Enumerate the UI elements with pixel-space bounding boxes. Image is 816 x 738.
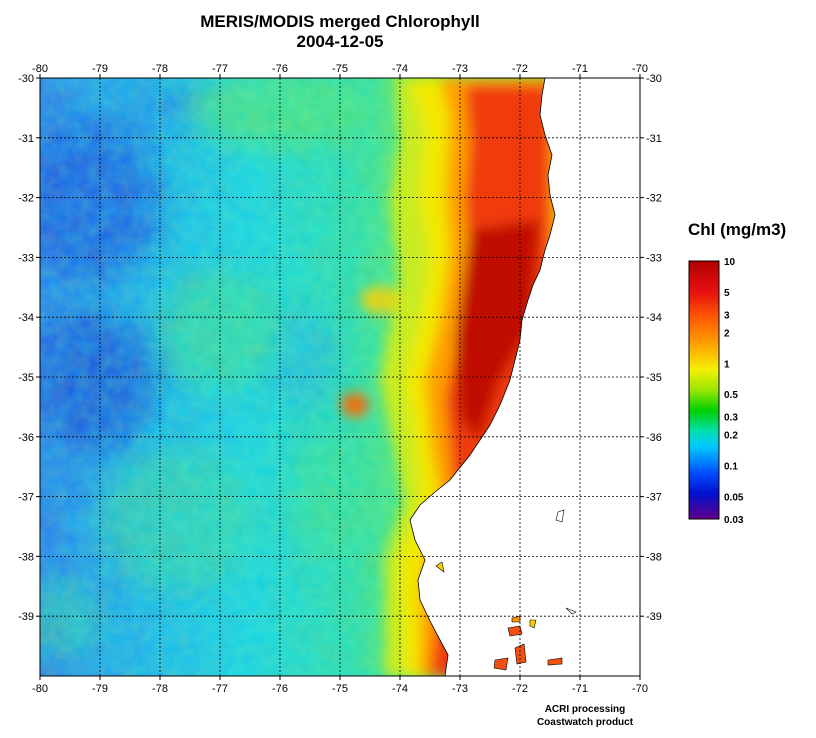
lat-tick-label-left: -36 bbox=[18, 432, 34, 444]
colorbar-label: 0.03 bbox=[724, 515, 744, 526]
lon-tick-label-top: -77 bbox=[212, 63, 228, 75]
lon-tick-label-bottom: -71 bbox=[572, 683, 588, 695]
lat-tick-label-left: -34 bbox=[18, 312, 34, 324]
axis-ticks: -80 -80 -79 -79 -78 -78 -77 -77 -76 -76 -75 -75 -74 -… bbox=[18, 63, 662, 695]
lon-tick-label-bottom: -70 bbox=[632, 683, 648, 695]
lon-tick-label-bottom: -80 bbox=[32, 683, 48, 695]
lon-tick-label-top: -72 bbox=[512, 63, 528, 75]
colorbar-label: 0.2 bbox=[724, 431, 738, 442]
lon-tick-label-top: -71 bbox=[572, 63, 588, 75]
lon-tick-label-top: -70 bbox=[632, 63, 648, 75]
lat-tick-label-right: -33 bbox=[646, 252, 662, 264]
lat-tick-label-left: -38 bbox=[18, 551, 34, 563]
colorbar bbox=[688, 260, 720, 520]
islands bbox=[435, 509, 577, 671]
colorbar-label: 0.1 bbox=[724, 462, 738, 473]
colorbar-label: 10 bbox=[724, 257, 736, 268]
map-date: 2004-12-05 bbox=[296, 32, 384, 51]
lon-tick-label-bottom: -72 bbox=[512, 683, 528, 695]
colorbar-label: 1 bbox=[724, 359, 730, 370]
lon-tick-label-bottom: -78 bbox=[152, 683, 168, 695]
lon-tick-label-top: -79 bbox=[92, 63, 108, 75]
lat-tick-label-left: -32 bbox=[18, 193, 34, 205]
colorbar-label: 0.3 bbox=[724, 413, 738, 424]
lat-tick-label-right: -39 bbox=[646, 611, 662, 623]
colorbar-label: 2 bbox=[724, 328, 730, 339]
credit-product: Coastwatch product bbox=[536, 717, 634, 728]
lon-tick-label-top: -76 bbox=[272, 63, 288, 75]
lon-tick-label-bottom: -76 bbox=[272, 683, 288, 695]
lat-tick-label-left: -37 bbox=[18, 492, 34, 504]
lon-tick-label-top: -73 bbox=[452, 63, 468, 75]
lat-tick-label-right: -34 bbox=[646, 312, 662, 324]
lat-tick-label-left: -35 bbox=[18, 372, 34, 384]
lat-tick-label-right: -32 bbox=[646, 193, 662, 205]
colorbar-label: 5 bbox=[724, 288, 730, 299]
lat-tick-label-left: -33 bbox=[18, 252, 34, 264]
lat-tick-label-left: -31 bbox=[18, 133, 34, 145]
lat-tick-label-left: -30 bbox=[18, 73, 34, 85]
lat-tick-label-right: -31 bbox=[646, 133, 662, 145]
colorbar-label: 3 bbox=[724, 310, 730, 321]
lat-tick-label-right: -37 bbox=[646, 492, 662, 504]
lat-lon-grid bbox=[40, 78, 640, 676]
lat-tick-label-right: -38 bbox=[646, 551, 662, 563]
lon-tick-label-bottom: -77 bbox=[212, 683, 228, 695]
colorbar-label: 0.05 bbox=[724, 492, 744, 503]
lon-tick-label-bottom: -79 bbox=[92, 683, 108, 695]
lon-tick-label-top: -78 bbox=[152, 63, 168, 75]
lon-tick-label-bottom: -75 bbox=[332, 683, 348, 695]
credit-processing: ACRI processing bbox=[544, 704, 626, 715]
lat-tick-label-right: -36 bbox=[646, 432, 662, 444]
colorbar-labels: 10 5 3 2 1 0.5 0.3 0.2 0.1 0.05 0.03 bbox=[724, 257, 744, 526]
lon-tick-label-top: -74 bbox=[392, 63, 408, 75]
colorbar-title: Chl (mg/m3) bbox=[688, 220, 787, 239]
lat-tick-label-right: -35 bbox=[646, 372, 662, 384]
lon-tick-label-top: -75 bbox=[332, 63, 348, 75]
colorbar-label: 0.5 bbox=[724, 390, 738, 401]
lat-tick-label-right: -30 bbox=[646, 73, 662, 85]
lon-tick-label-top: -80 bbox=[32, 63, 48, 75]
lon-tick-label-bottom: -73 bbox=[452, 683, 468, 695]
lon-tick-label-bottom: -74 bbox=[392, 683, 408, 695]
map-title: MERIS/MODIS merged Chlorophyll bbox=[200, 12, 480, 31]
lat-tick-label-left: -39 bbox=[18, 611, 34, 623]
